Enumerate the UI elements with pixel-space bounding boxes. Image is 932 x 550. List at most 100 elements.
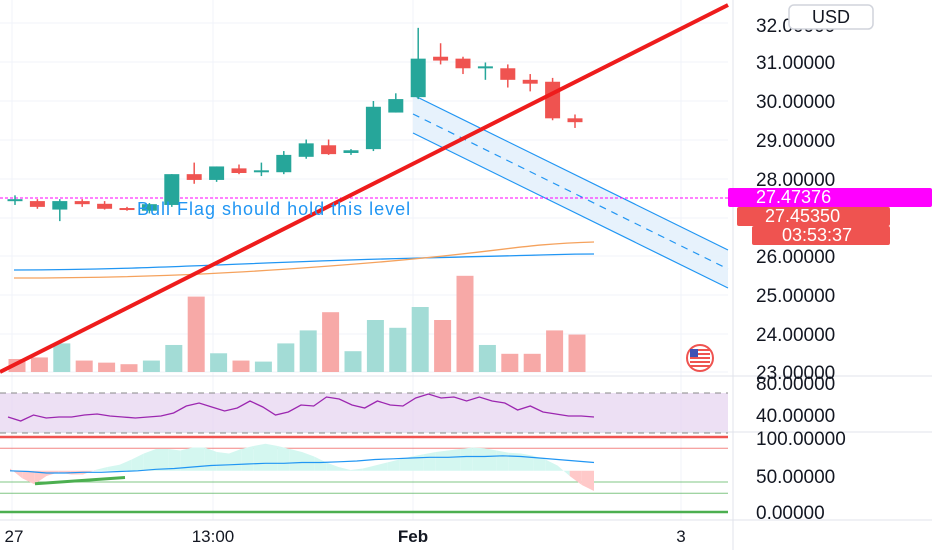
currency-button[interactable]: USD bbox=[788, 4, 874, 30]
price-axis-label: 26.00000 bbox=[756, 247, 835, 268]
candle-body bbox=[522, 79, 538, 84]
time-axis-label: 13:00 bbox=[192, 527, 235, 546]
candle-body bbox=[388, 99, 404, 113]
flag-stripe bbox=[690, 349, 710, 351]
osc-area bbox=[241, 446, 254, 471]
price-tag-text: 03:53:37 bbox=[782, 225, 852, 245]
candle bbox=[365, 101, 381, 152]
osc-area bbox=[435, 450, 448, 471]
rsi-axis-label: 40.00000 bbox=[756, 406, 835, 427]
osc-area bbox=[216, 452, 229, 471]
candle-body bbox=[209, 166, 225, 180]
volume-bar bbox=[53, 343, 71, 372]
osc-area bbox=[387, 459, 400, 471]
candle bbox=[141, 203, 157, 214]
price-axis[interactable]: 32.0000031.0000030.0000029.0000028.00000… bbox=[756, 16, 846, 524]
osc-area bbox=[229, 449, 242, 471]
rsi-axis-label: 80.00000 bbox=[756, 374, 835, 395]
volume-bar bbox=[98, 362, 116, 372]
candle-body bbox=[298, 143, 314, 157]
price-tag-text: 27.47376 bbox=[756, 187, 831, 207]
volume-bar bbox=[232, 360, 250, 372]
osc-area bbox=[314, 456, 327, 471]
osc-area bbox=[277, 446, 290, 471]
osc-area bbox=[460, 447, 473, 471]
osc-area bbox=[472, 447, 485, 471]
price-axis-label: 25.00000 bbox=[756, 286, 835, 307]
osc-area bbox=[302, 452, 315, 471]
price-tag-background bbox=[728, 188, 932, 207]
osc-area bbox=[192, 447, 205, 471]
channel-upper-line bbox=[412, 94, 729, 251]
flag-stripe bbox=[690, 365, 710, 367]
candle-body bbox=[321, 145, 337, 155]
volume-bar bbox=[546, 330, 564, 372]
candle bbox=[343, 149, 359, 155]
volume-bar bbox=[210, 353, 228, 372]
osc-area bbox=[581, 470, 594, 491]
flag-canton bbox=[690, 349, 698, 357]
osc-area bbox=[399, 456, 412, 471]
volume-bar bbox=[187, 296, 205, 372]
volume-bar bbox=[389, 327, 407, 372]
candlesticks bbox=[7, 27, 583, 222]
volume-bar bbox=[75, 360, 93, 372]
candle-body bbox=[164, 174, 180, 205]
osc-area bbox=[95, 467, 108, 471]
osc-area bbox=[423, 452, 436, 471]
channel-lower-line bbox=[412, 132, 729, 289]
candle-body bbox=[97, 203, 113, 209]
osc-area bbox=[22, 470, 35, 485]
price-tag: 03:53:37 bbox=[752, 225, 890, 245]
trend-line[interactable] bbox=[0, 3, 729, 374]
candle-body bbox=[276, 154, 292, 173]
candle-body bbox=[119, 208, 135, 211]
osc-area bbox=[350, 468, 363, 471]
osc-signal-line bbox=[9, 455, 595, 474]
osc-area bbox=[496, 450, 509, 471]
price-tag-background bbox=[737, 207, 890, 226]
volume-bar bbox=[501, 353, 519, 372]
time-axis[interactable]: 27 13:00 Feb 3 bbox=[5, 527, 686, 546]
candle bbox=[164, 174, 180, 207]
candle bbox=[567, 114, 583, 128]
osc-area bbox=[545, 459, 558, 471]
candle bbox=[500, 64, 516, 88]
channel-mid-line bbox=[412, 113, 729, 270]
candle-body bbox=[410, 58, 426, 98]
candle-body bbox=[433, 56, 449, 61]
price-axis-label: 24.00000 bbox=[756, 325, 835, 346]
candle bbox=[52, 199, 68, 222]
osc-area bbox=[119, 459, 132, 471]
price-axis-label: 23.00000 bbox=[756, 363, 835, 384]
osc-area bbox=[180, 447, 193, 471]
candle bbox=[276, 151, 292, 175]
oscillator-pane bbox=[0, 435, 728, 514]
candle-body bbox=[52, 201, 68, 210]
volume-bar bbox=[366, 320, 384, 372]
us-flag-icon bbox=[686, 344, 714, 372]
osc-area bbox=[204, 447, 217, 471]
volume-bar bbox=[344, 351, 362, 372]
candle-body bbox=[253, 170, 269, 173]
volume-bar bbox=[411, 307, 429, 372]
candle bbox=[410, 27, 426, 100]
osc-area bbox=[289, 449, 302, 471]
descending-channel[interactable] bbox=[412, 94, 729, 289]
osc-area bbox=[338, 467, 351, 471]
osc-area bbox=[411, 454, 424, 471]
candle-body bbox=[7, 199, 23, 202]
volume-bar bbox=[142, 360, 160, 372]
candle bbox=[74, 199, 90, 207]
volume-bar bbox=[434, 320, 452, 372]
osc-area bbox=[557, 465, 570, 476]
currency-button-label: USD bbox=[812, 7, 850, 27]
osc-axis-label: 50.00000 bbox=[756, 467, 835, 488]
chart-grid bbox=[0, 0, 728, 520]
price-axis-label: 29.00000 bbox=[756, 131, 835, 152]
candle bbox=[253, 162, 269, 177]
annotation-text[interactable]: Bull Flag should hold this level bbox=[137, 199, 411, 219]
